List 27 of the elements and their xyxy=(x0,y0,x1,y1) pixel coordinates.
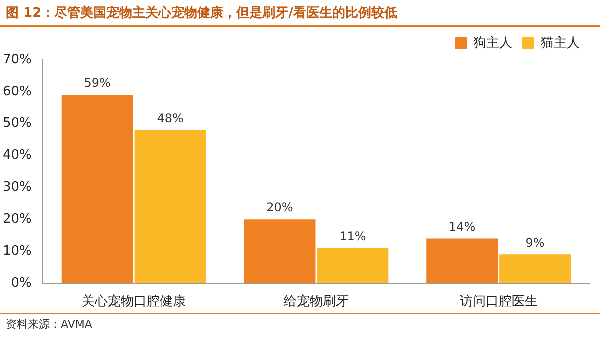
legend-label: 猫主人 xyxy=(541,34,580,51)
x-tick-label: 关心宠物口腔健康 xyxy=(82,294,186,310)
y-tick-label: 70% xyxy=(2,52,32,68)
data-label: 48% xyxy=(157,111,184,126)
x-tick-label: 访问口腔医生 xyxy=(460,294,538,310)
data-label: 14% xyxy=(449,220,476,234)
chart-title: 图 12：尽管美国宠物主关心宠物健康，但是刷牙/看医生的比例较低 xyxy=(0,0,600,27)
data-label: 20% xyxy=(266,200,294,215)
legend-label: 狗主人 xyxy=(474,34,512,51)
data-label: 11% xyxy=(340,229,366,244)
y-tick-label: 50% xyxy=(2,116,32,132)
y-tick-label: 40% xyxy=(2,148,32,164)
y-tick-label: 60% xyxy=(2,84,32,100)
y-tick-label: 20% xyxy=(2,212,32,227)
bar xyxy=(62,95,134,284)
bar xyxy=(244,220,316,284)
y-tick-label: 0% xyxy=(11,276,32,291)
bar xyxy=(500,254,572,284)
data-label: 59% xyxy=(84,76,111,90)
bar xyxy=(426,238,498,284)
bar xyxy=(134,130,206,284)
x-tick-label: 给宠物刷牙 xyxy=(284,294,349,310)
bar xyxy=(317,248,389,284)
y-tick-label: 30% xyxy=(2,180,32,196)
text: 资料来源：AVMA xyxy=(6,318,92,331)
y-tick-label: 10% xyxy=(2,244,32,259)
data-label: 9% xyxy=(526,236,545,250)
